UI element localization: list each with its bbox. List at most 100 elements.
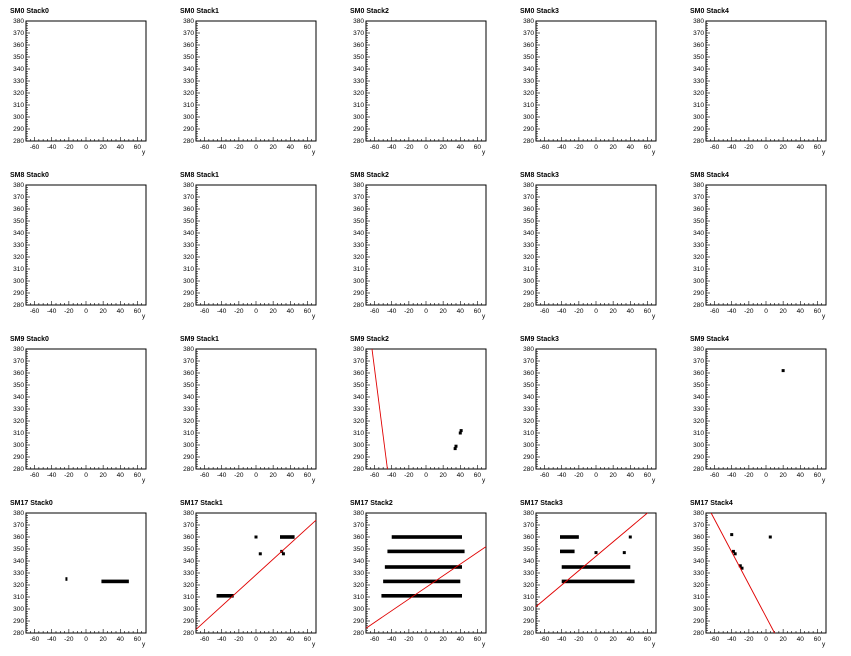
panel-title: SM17 Stack4 [690, 500, 733, 507]
y-tick-label: 330 [353, 78, 364, 85]
y-tick-label: 330 [13, 406, 24, 413]
x-tick-label: 20 [270, 636, 278, 643]
y-tick-label: 290 [523, 618, 534, 625]
x-tick-label: 60 [474, 636, 482, 643]
y-tick-label: 290 [13, 454, 24, 461]
y-tick-label: 320 [693, 254, 704, 261]
y-tick-label: 310 [693, 430, 704, 437]
y-tick-label: 350 [13, 546, 24, 553]
data-point [733, 552, 737, 556]
y-tick-label: 380 [353, 346, 364, 353]
y-tick-label: 340 [523, 558, 534, 565]
y-tick-label: 350 [13, 382, 24, 389]
x-tick-label: 40 [627, 144, 635, 151]
y-tick-label: 350 [523, 218, 534, 225]
x-tick-label: 60 [814, 308, 822, 315]
y-tick-label: 330 [183, 406, 194, 413]
y-tick-label: 290 [183, 618, 194, 625]
data-point-cluster [560, 535, 579, 539]
x-tick-label: -60 [200, 308, 210, 315]
data-point [281, 552, 285, 556]
x-tick-label: -40 [387, 144, 397, 151]
y-tick-label: 340 [693, 66, 704, 73]
y-tick-label: 290 [693, 290, 704, 297]
x-tick-label: 60 [644, 144, 652, 151]
y-tick-label: 320 [183, 418, 194, 425]
data-point-cluster [216, 594, 234, 598]
y-tick-label: 350 [523, 382, 534, 389]
x-tick-label: -40 [47, 636, 57, 643]
panel-title: SM0 Stack2 [350, 8, 389, 15]
x-tick-label: -60 [710, 636, 720, 643]
y-tick-label: 340 [353, 230, 364, 237]
x-axis-label: y [482, 477, 486, 484]
x-tick-label: 60 [134, 308, 142, 315]
data-point [781, 369, 785, 373]
x-axis-label: y [312, 477, 316, 484]
x-tick-label: 20 [780, 144, 788, 151]
y-tick-label: 280 [693, 630, 704, 637]
x-tick-label: -20 [744, 472, 754, 479]
y-tick-label: 290 [523, 290, 534, 297]
y-tick-label: 370 [13, 522, 24, 529]
y-tick-label: 360 [353, 42, 364, 49]
y-tick-label: 290 [353, 454, 364, 461]
x-tick-label: 20 [440, 472, 448, 479]
y-tick-label: 330 [693, 242, 704, 249]
x-tick-label: 40 [117, 144, 125, 151]
x-tick-label: -20 [234, 308, 244, 315]
x-axis-label: y [142, 641, 146, 648]
y-tick-label: 280 [353, 138, 364, 145]
x-tick-label: 40 [797, 636, 805, 643]
y-tick-label: 340 [523, 394, 534, 401]
x-tick-label: 60 [814, 636, 822, 643]
y-tick-label: 300 [523, 606, 534, 613]
y-tick-label: 380 [13, 510, 24, 517]
panel-sm9-stack1: SM9 Stack1 280 290 300 310 320 330 340 350 360 370… [180, 336, 317, 484]
y-tick-label: 350 [183, 382, 194, 389]
panel-sm17-stack2: SM17 Stack2 280 290 300 310 320 330 340 350 360 37… [350, 500, 487, 648]
x-axis-label: y [482, 313, 486, 320]
panel-sm17-stack1: SM17 Stack1 280 290 300 310 320 330 340 350 360 37… [180, 500, 317, 648]
y-tick-label: 320 [13, 90, 24, 97]
y-tick-label: 340 [13, 230, 24, 237]
y-tick-label: 300 [13, 114, 24, 121]
y-tick-label: 280 [353, 630, 364, 637]
y-tick-label: 380 [523, 346, 534, 353]
y-tick-label: 380 [693, 510, 704, 517]
y-tick-label: 340 [523, 66, 534, 73]
panel-sm0-stack1: SM0 Stack1 280 290 300 310 320 330 340 350 360 370… [180, 8, 317, 156]
y-tick-label: 340 [523, 230, 534, 237]
x-axis-label: y [142, 149, 146, 156]
x-tick-label: -20 [234, 472, 244, 479]
x-tick-label: 20 [100, 636, 108, 643]
y-tick-label: 320 [353, 254, 364, 261]
data-point [258, 552, 262, 556]
y-tick-label: 380 [693, 346, 704, 353]
panel-sm0-stack3: SM0 Stack3 280 290 300 310 320 330 340 350 360 370… [520, 8, 657, 156]
y-tick-label: 320 [183, 582, 194, 589]
plot-frame [705, 512, 827, 634]
plot-frame [535, 20, 657, 142]
y-tick-label: 370 [353, 30, 364, 37]
x-tick-label: 0 [764, 636, 768, 643]
plot-frame [195, 348, 317, 470]
y-tick-label: 340 [183, 230, 194, 237]
plot-frame [705, 184, 827, 306]
y-tick-label: 330 [523, 406, 534, 413]
data-point-cluster [560, 549, 575, 554]
y-tick-label: 370 [693, 358, 704, 365]
y-tick-label: 320 [13, 418, 24, 425]
panel-title: SM17 Stack0 [10, 500, 53, 507]
y-tick-label: 320 [693, 582, 704, 589]
plot-frame [365, 348, 487, 470]
x-tick-label: -60 [30, 636, 40, 643]
plot-frame [25, 512, 147, 634]
y-tick-label: 370 [13, 30, 24, 37]
y-tick-label: 330 [353, 406, 364, 413]
x-tick-label: 60 [474, 472, 482, 479]
x-tick-label: 0 [84, 308, 88, 315]
panel-title: SM8 Stack1 [180, 172, 219, 179]
x-axis-label: y [652, 477, 656, 484]
y-tick-label: 290 [693, 618, 704, 625]
